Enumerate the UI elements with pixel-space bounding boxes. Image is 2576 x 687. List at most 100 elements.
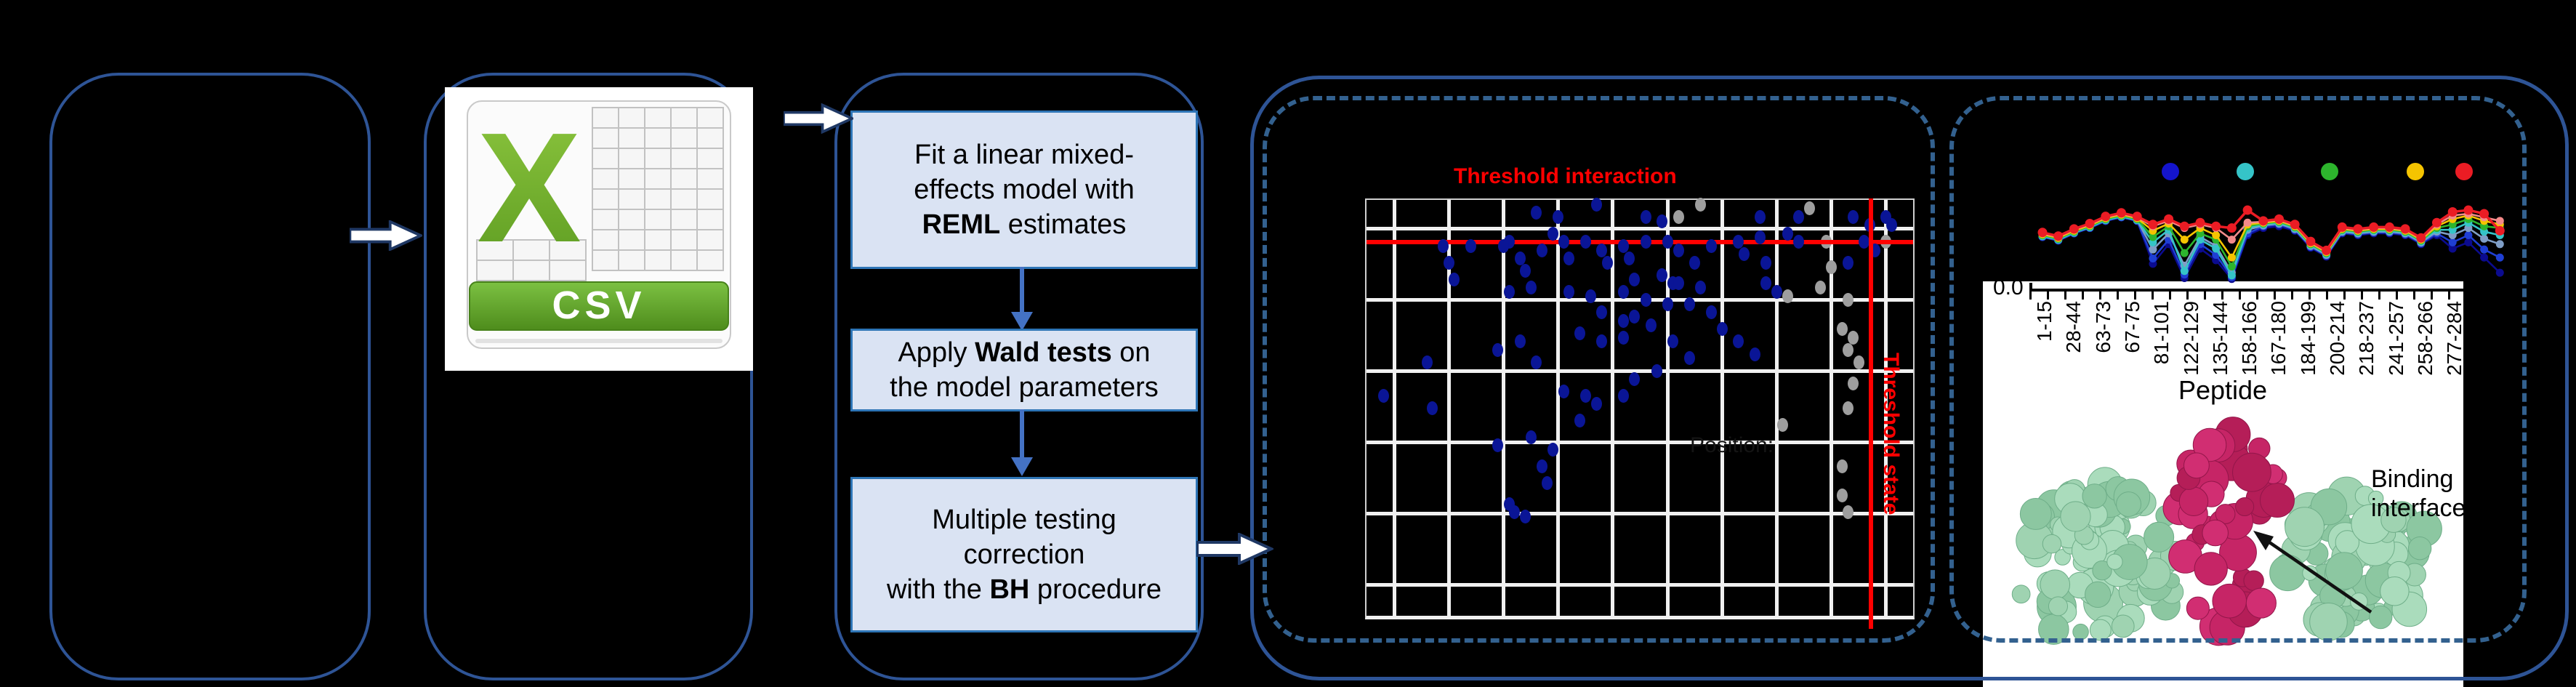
- spreadsheet-grid-icon: [476, 107, 724, 281]
- scatter-gridline: [1502, 200, 1505, 616]
- scatter-point-interacting-peptides: [1623, 252, 1635, 266]
- panel-input: [49, 73, 371, 680]
- legend-dot-icon: [2162, 163, 2179, 180]
- threshold-state-label: Threshold state: [1879, 353, 1903, 515]
- scatter-point-interacting-peptides: [1760, 276, 1771, 291]
- scatter-point-interacting-peptides: [1733, 235, 1744, 249]
- scatter-point-non-significant-peptides: [1842, 401, 1853, 415]
- scatter-point-interacting-peptides: [1520, 509, 1531, 523]
- axis-tick: [2117, 292, 2119, 300]
- scatter-point-non-significant-peptides: [1776, 417, 1788, 432]
- scatter-point-interacting-peptides: [1662, 297, 1673, 311]
- flow-step-line: Apply Wald tests on: [898, 337, 1151, 368]
- scatter-point-interacting-peptides: [1683, 351, 1695, 366]
- csv-banner: [469, 281, 729, 331]
- scatter-point-interacting-peptides: [1547, 443, 1558, 457]
- scatter-point-interacting-peptides: [1531, 206, 1542, 220]
- axis-tick: [2169, 292, 2171, 300]
- scatter-point-interacting-peptides: [1542, 475, 1553, 490]
- scatter-point-interacting-peptides: [1793, 209, 1805, 224]
- scatter-point-interacting-peptides: [1590, 197, 1602, 212]
- scatter-gridline: [1367, 226, 1913, 230]
- scatter-point-interacting-peptides: [1673, 276, 1684, 291]
- axis-tick: [2309, 292, 2311, 300]
- x-axis-line: [2029, 289, 2463, 292]
- axis-tick: [2291, 292, 2293, 300]
- scatter-point-interacting-peptides: [1492, 342, 1504, 357]
- scatter-gridline: [1830, 200, 1834, 616]
- scatter-point-interacting-peptides: [1492, 438, 1504, 453]
- axis-tick: [2152, 292, 2154, 300]
- scatter-point-interacting-peptides: [1694, 281, 1706, 295]
- scatter-point-non-significant-peptides: [1848, 330, 1859, 345]
- scatter-gridline: [1775, 200, 1779, 616]
- legend-dot-icon: [2407, 163, 2424, 180]
- y-axis-tick-label: 0.0: [1993, 281, 2024, 300]
- scatter-plot: [1365, 197, 1915, 619]
- scatter-point-interacting-peptides: [1640, 293, 1651, 308]
- axis-tick: [2361, 292, 2363, 300]
- scatter-point-interacting-peptides: [1749, 347, 1760, 361]
- scatter-point-interacting-peptides: [1618, 330, 1630, 345]
- scatter-point-interacting-peptides: [1705, 238, 1717, 253]
- flow-connector-1: [1020, 267, 1024, 313]
- scatter-point-interacting-peptides: [1579, 388, 1591, 403]
- scatter-point-non-significant-peptides: [1842, 342, 1853, 357]
- x-axis-end-cap: [2029, 283, 2032, 292]
- scatter-point-non-significant-peptides: [1837, 459, 1848, 474]
- x-axis-title: Peptide: [2178, 375, 2268, 405]
- scatter-point-interacting-peptides: [1590, 397, 1602, 411]
- flow-arrow-3-icon: [1196, 533, 1273, 565]
- scatter-point-interacting-peptides: [1618, 238, 1630, 253]
- scatter-point-interacting-peptides: [1547, 226, 1558, 241]
- axis-tick: [2326, 292, 2328, 300]
- csv-image-background: X CSV: [445, 87, 753, 371]
- scatter-point-non-significant-peptides: [1673, 209, 1684, 224]
- flow-step-line: with the BH procedure: [886, 574, 1162, 605]
- scatter-point-interacting-peptides: [1498, 238, 1509, 253]
- flow-arrow-2-icon: [784, 103, 853, 134]
- scatter-point-interacting-peptides: [1689, 255, 1701, 270]
- flow-step-wald-tests: Apply Wald tests on the model parameters: [850, 329, 1198, 411]
- scatter-gridline: [1720, 200, 1724, 616]
- protein-structure-image: [2011, 417, 2442, 646]
- axis-tick: [2047, 292, 2049, 300]
- axis-tick: [2186, 292, 2189, 300]
- legend-dot-icon: [2455, 163, 2473, 180]
- axis-tick: [2239, 292, 2241, 300]
- scatter-point-interacting-peptides: [1842, 255, 1853, 270]
- scatter-point-interacting-peptides: [1525, 281, 1537, 295]
- binding-interface-label: Binding interface: [2371, 465, 2463, 522]
- panel-statistics: [834, 73, 1204, 680]
- scatter-gridline: [1367, 512, 1913, 516]
- scatter-point-interacting-peptides: [1465, 238, 1476, 253]
- axis-tick: [2082, 292, 2084, 300]
- scatter-gridline: [1556, 200, 1561, 616]
- scatter-point-interacting-peptides: [1848, 209, 1859, 224]
- scatter-point-interacting-peptides: [1673, 243, 1684, 257]
- scatter-point-interacting-peptides: [1509, 505, 1521, 519]
- scatter-point-interacting-peptides: [1520, 264, 1531, 278]
- axis-tick: [2378, 292, 2380, 300]
- scatter-point-non-significant-peptides: [1782, 289, 1794, 303]
- scatter-point-interacting-peptides: [1514, 334, 1526, 349]
- scatter-point-interacting-peptides: [1662, 235, 1673, 249]
- scatter-point-interacting-peptides: [1657, 268, 1668, 282]
- scatter-gridline: [1367, 583, 1913, 587]
- scatter-point-interacting-peptides: [1629, 371, 1641, 386]
- scatter-point-interacting-peptides: [1601, 255, 1613, 270]
- scatter-point-interacting-peptides: [1618, 388, 1630, 403]
- flow-step-fit-model: Fit a linear mixed-effects model with REM…: [850, 111, 1198, 269]
- scatter-point-interacting-peptides: [1618, 313, 1630, 328]
- scatter-gridline: [1665, 200, 1670, 616]
- scatter-point-interacting-peptides: [1536, 459, 1547, 474]
- scatter-point-interacting-peptides: [1596, 305, 1608, 320]
- scatter-point-interacting-peptides: [1760, 255, 1771, 270]
- axis-tick: [2448, 292, 2450, 300]
- flow-step-bh-correction: Multiple testing correction with the BH pr…: [850, 477, 1198, 632]
- scatter-point-non-significant-peptides: [1842, 505, 1853, 519]
- scatter-point-non-significant-peptides: [1853, 355, 1864, 370]
- scatter-point-interacting-peptides: [1558, 385, 1569, 399]
- axis-tick: [2099, 292, 2101, 300]
